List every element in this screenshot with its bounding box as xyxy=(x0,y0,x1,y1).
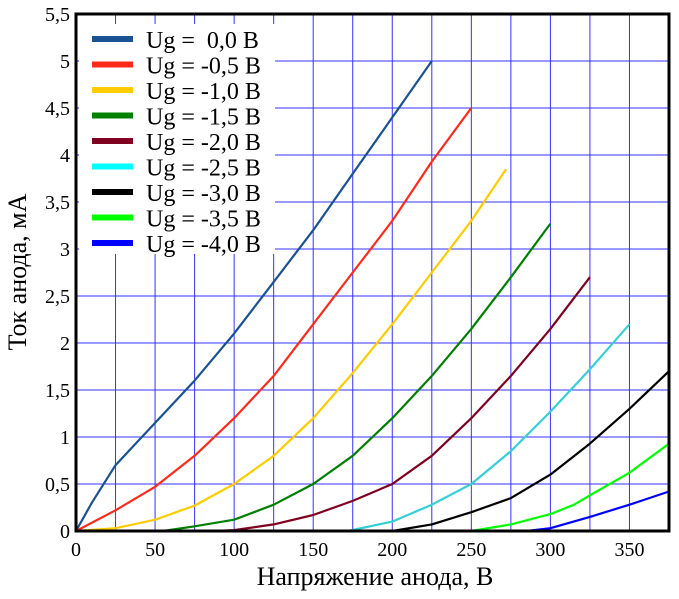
legend-entry-label: Ug = -1,5 В xyxy=(146,105,261,131)
legend-entry-label: Ug = -0,5 В xyxy=(146,54,261,80)
x-tick-label: 100 xyxy=(219,539,249,561)
x-tick-label: 50 xyxy=(145,539,165,561)
legend-entry-label: Ug = -1,0 В xyxy=(146,79,261,105)
series-line-4 xyxy=(215,276,591,533)
y-tick-label: 4 xyxy=(60,145,70,167)
x-tick-label: 350 xyxy=(614,539,644,561)
y-tick-label: 1,5 xyxy=(45,380,70,402)
legend-entry-label: Ug = -2,5 В xyxy=(146,156,261,182)
legend-entry-label: Ug = -4,0 В xyxy=(146,232,261,258)
y-tick-label: 0,5 xyxy=(45,474,70,496)
y-tick-label: 2,5 xyxy=(45,286,70,308)
y-tick-label: 5,5 xyxy=(45,4,70,26)
y-tick-label: 3 xyxy=(60,239,70,261)
x-tick-label: 0 xyxy=(71,539,81,561)
series-line-6 xyxy=(392,370,670,533)
x-tick-label: 250 xyxy=(456,539,486,561)
y-tick-label: 1 xyxy=(60,427,70,449)
series-line-8 xyxy=(526,490,670,533)
x-tick-label: 300 xyxy=(535,539,565,561)
y-tick-label: 5 xyxy=(60,51,70,73)
tick-labels: 0 50 100 150 200 250 300 350 0 0,5 1 1,5 2 2,5 3 3,5 4 4,… xyxy=(45,4,644,561)
series-line-7 xyxy=(471,442,670,533)
legend: Ug = 0,0 ВUg = -0,5 ВUg = -1,0 ВUg = -1,… xyxy=(79,24,275,258)
legend-entry-label: Ug = -3,0 В xyxy=(146,181,261,207)
y-tick-label: 0 xyxy=(60,521,70,543)
legend-entry-label: Ug = 0,0 В xyxy=(146,28,259,54)
x-tick-label: 200 xyxy=(377,539,407,561)
series-line-1 xyxy=(75,107,473,532)
y-tick-label: 4,5 xyxy=(45,98,70,120)
series-line-0 xyxy=(75,60,433,532)
y-tick-label: 2 xyxy=(60,333,70,355)
y-axis-label: Ток анода, мА xyxy=(3,193,32,350)
y-tick-label: 3,5 xyxy=(45,192,70,214)
series-line-5 xyxy=(347,323,631,533)
x-tick-label: 150 xyxy=(298,539,328,561)
legend-entry-label: Ug = -3,5 В xyxy=(146,207,261,233)
legend-entry-label: Ug = -2,0 В xyxy=(146,130,261,156)
x-axis-label: Напряжение анода, В xyxy=(257,562,494,591)
series-line-3 xyxy=(162,222,552,533)
plot-frame xyxy=(74,12,671,533)
series-curves xyxy=(75,60,670,533)
grid xyxy=(76,14,669,531)
series-line-2 xyxy=(75,168,508,533)
